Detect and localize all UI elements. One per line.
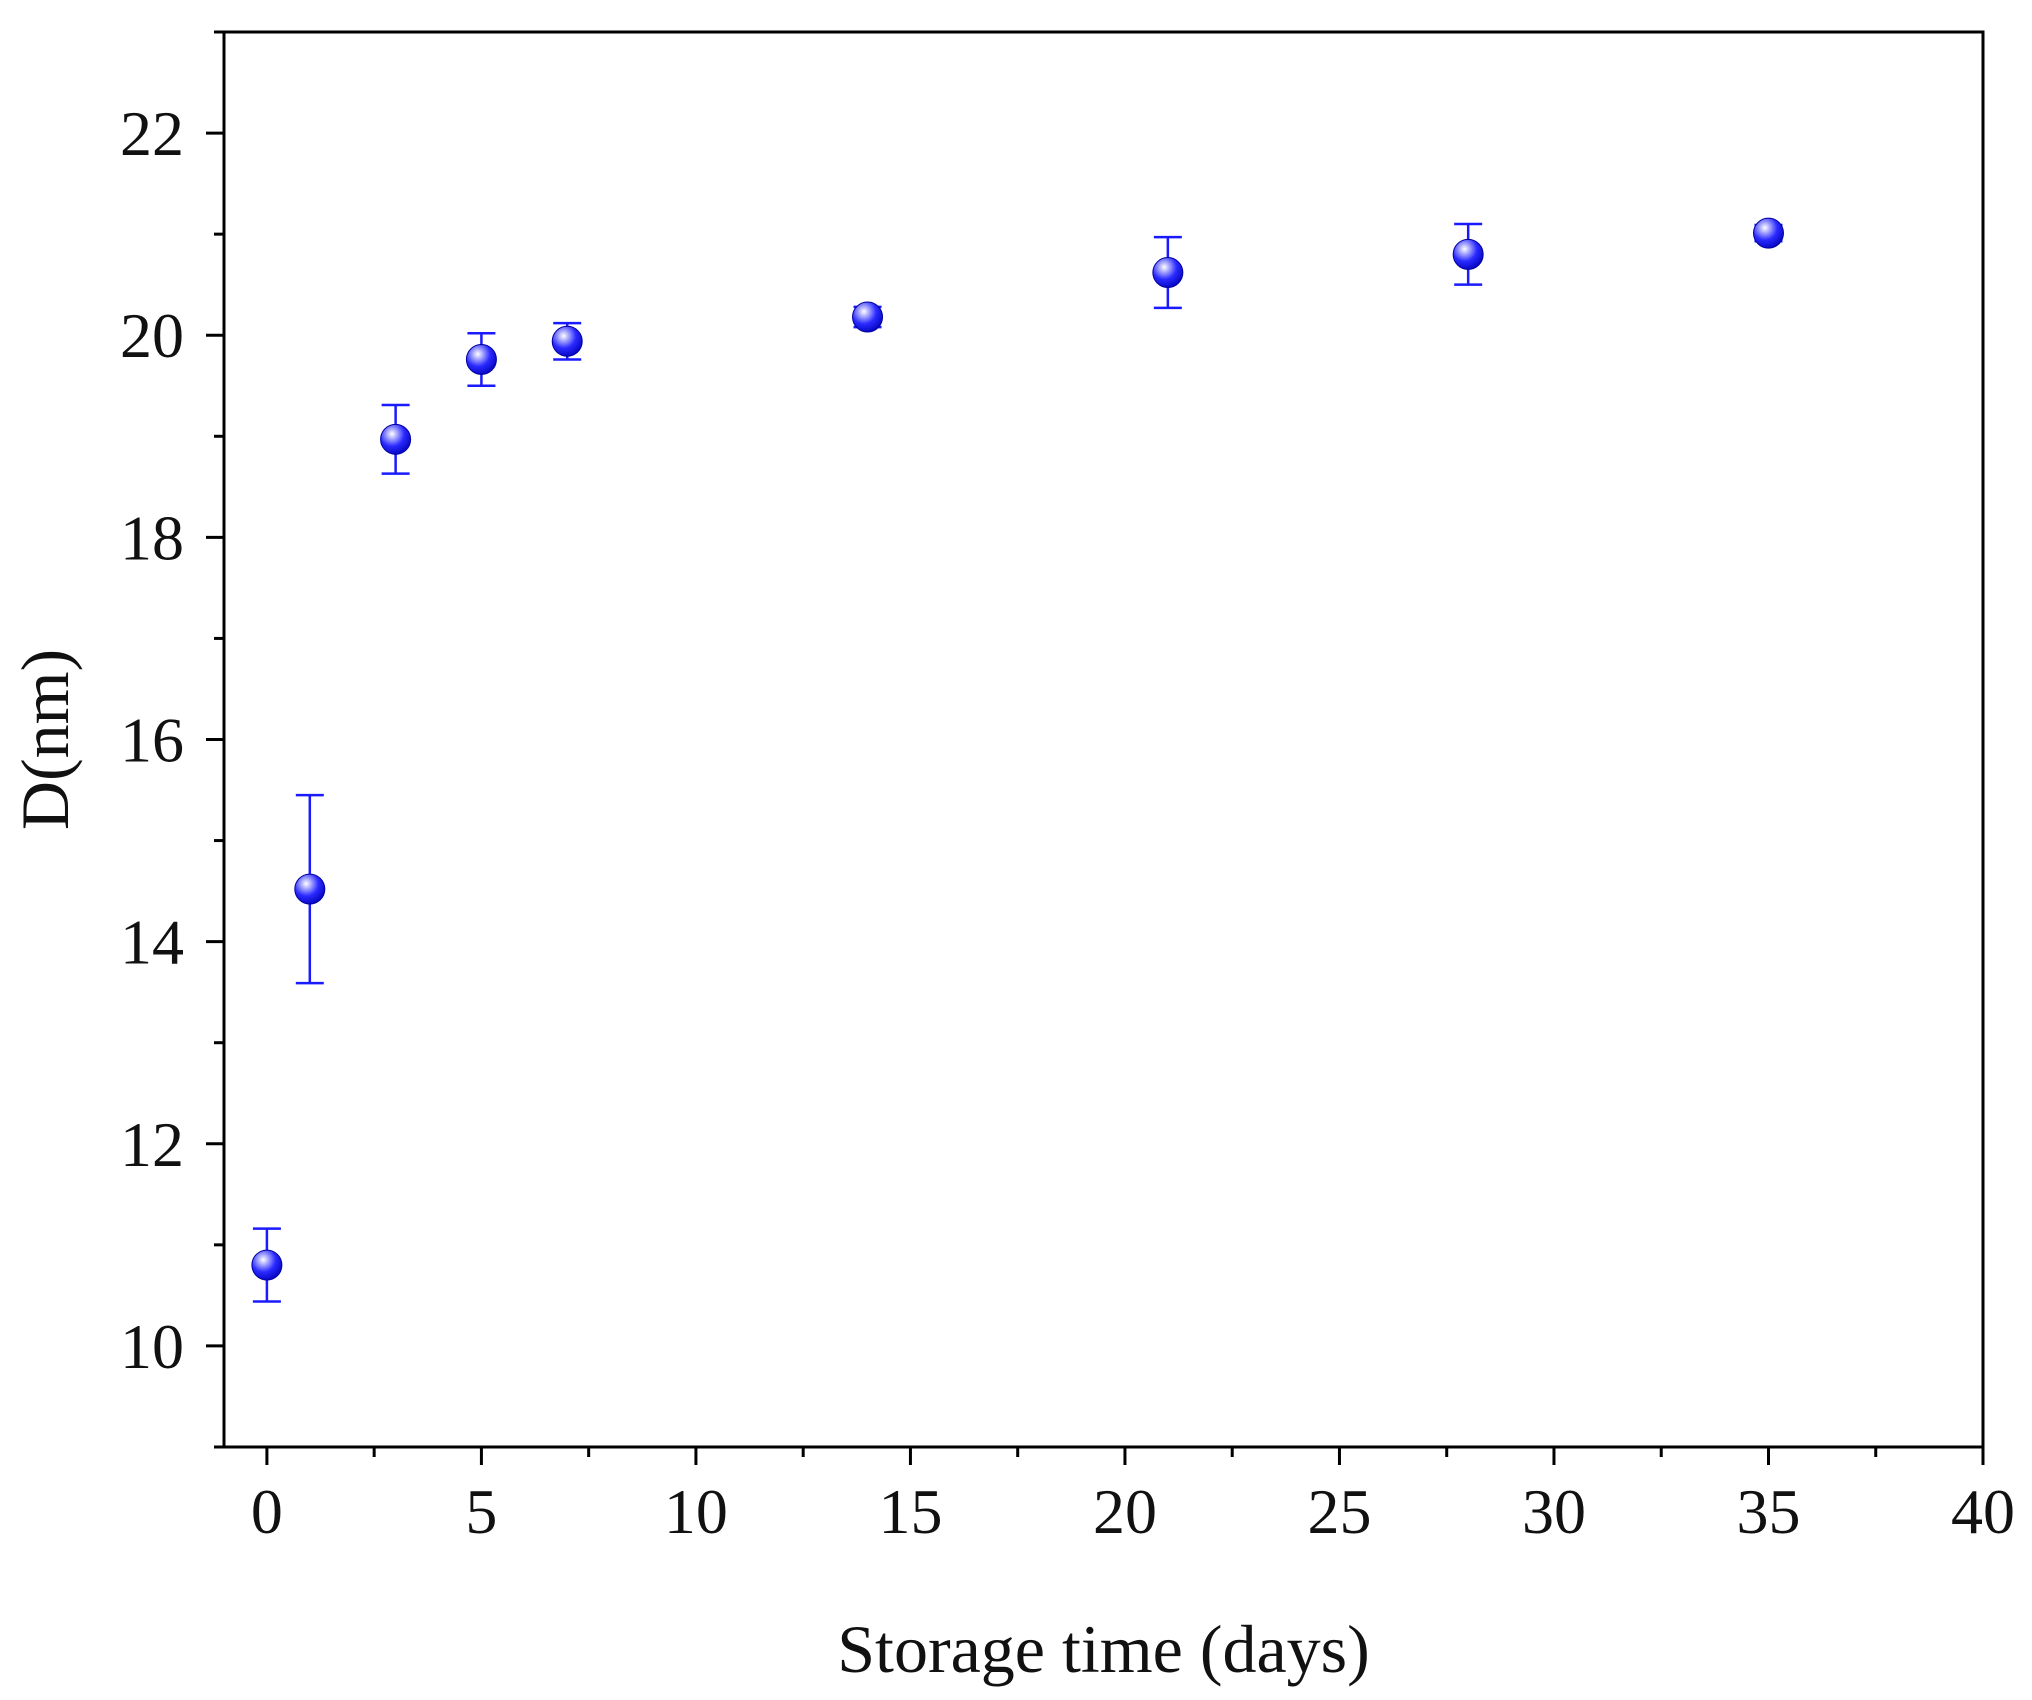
axes (222, 30, 1985, 1449)
x-tick-label: 40 (1951, 1476, 2015, 1547)
marker (1752, 217, 1784, 249)
y-axis-title: D(nm) (7, 649, 83, 830)
y-tick-label: 16 (120, 705, 184, 776)
x-tick-label: 0 (251, 1476, 283, 1547)
data-point (251, 1227, 283, 1303)
y-tick-label: 12 (120, 1109, 184, 1180)
data-point (1152, 235, 1184, 310)
ticks (206, 30, 1985, 1465)
marker (294, 873, 326, 905)
x-tick-label: 20 (1093, 1476, 1157, 1547)
data-point (551, 321, 583, 361)
marker (1152, 257, 1184, 289)
x-axis-title: Storage time (days) (837, 1611, 1370, 1687)
x-tick-label: 25 (1307, 1476, 1371, 1547)
y-tick-label: 14 (120, 907, 184, 978)
y-tick-label: 18 (120, 502, 184, 573)
marker (380, 423, 412, 455)
data-points (251, 217, 1784, 1303)
data-point (1752, 217, 1784, 249)
y-tick-label: 20 (120, 300, 184, 371)
data-point (1452, 222, 1484, 286)
x-tick-label: 15 (878, 1476, 942, 1547)
data-point (465, 331, 497, 387)
x-tick-label: 35 (1736, 1476, 1800, 1547)
marker (465, 343, 497, 375)
x-tick-label: 30 (1522, 1476, 1586, 1547)
data-point (294, 793, 326, 985)
data-point (852, 301, 884, 333)
y-tick-label: 22 (120, 98, 184, 169)
marker (551, 325, 583, 357)
data-point (380, 403, 412, 475)
y-tick-label: 10 (120, 1311, 184, 1382)
tick-labels: 0 5 10 15 20 25 30 35 40 10 12 14 16 18 20 22 (120, 98, 2015, 1547)
plot-frame (222, 30, 1985, 1449)
marker (251, 1249, 283, 1281)
x-tick-label: 5 (465, 1476, 497, 1547)
x-tick-label: 10 (664, 1476, 728, 1547)
marker (1452, 238, 1484, 270)
marker (852, 301, 884, 333)
